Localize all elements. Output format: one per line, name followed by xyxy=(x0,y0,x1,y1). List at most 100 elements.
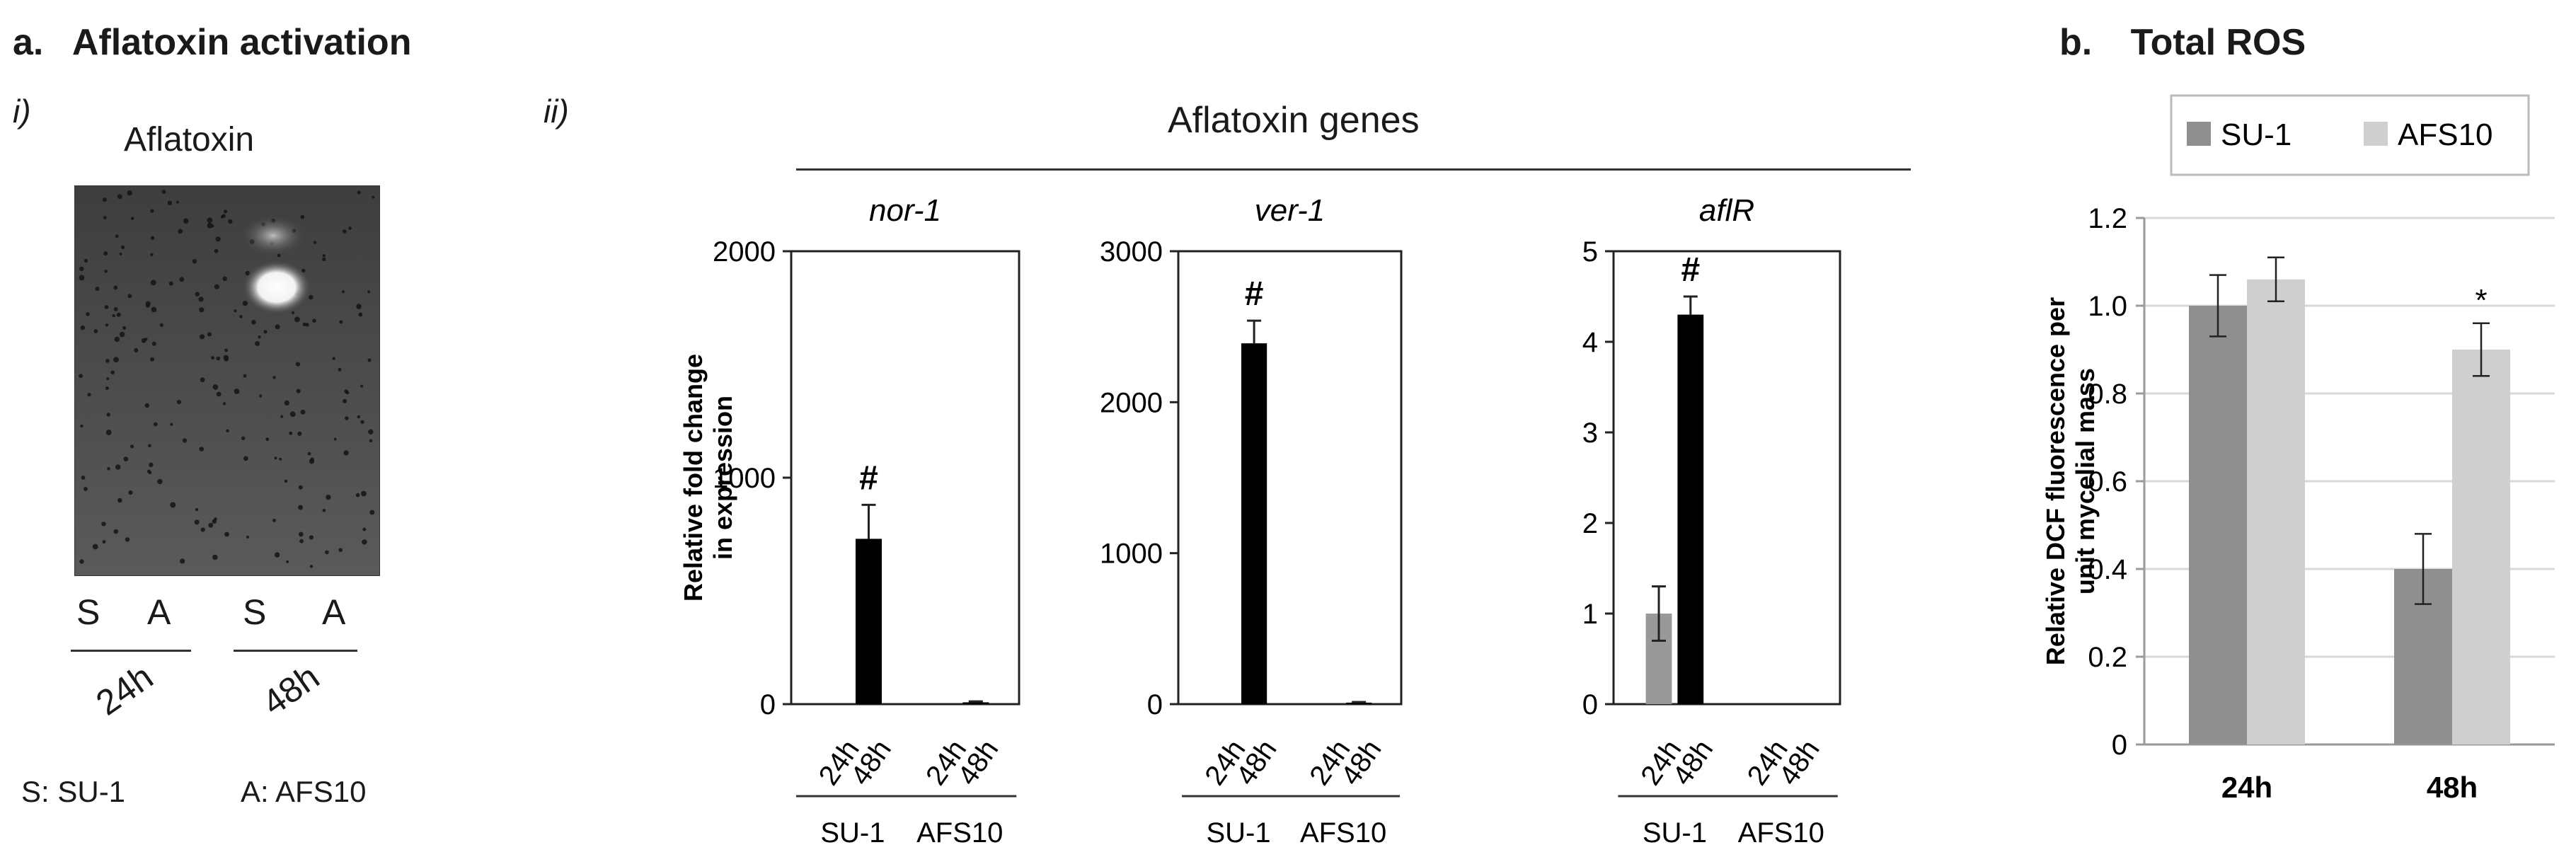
panel-a-letter: a. xyxy=(13,22,44,63)
divider-48h xyxy=(234,650,357,652)
panel-a-title: a. Aflatoxin activation xyxy=(13,21,411,64)
plate-dot xyxy=(226,429,229,433)
plate-dot xyxy=(298,531,304,537)
bar xyxy=(962,702,989,704)
plate-dot xyxy=(104,305,109,309)
plate-dot xyxy=(284,479,288,483)
bar xyxy=(855,539,882,704)
plate-dot xyxy=(338,367,342,372)
group-label: SU-1 xyxy=(820,817,885,849)
plate-dot xyxy=(295,362,301,367)
plate-dot xyxy=(272,518,276,522)
plate-dot xyxy=(212,554,218,560)
plate-dot xyxy=(234,309,237,313)
plate-dot xyxy=(358,312,363,317)
plate-dot xyxy=(345,416,349,420)
plate-dot xyxy=(117,194,122,200)
plate-dot xyxy=(272,376,276,379)
plate-dot xyxy=(195,292,200,297)
y-tick-label: 0 xyxy=(1582,689,1598,720)
plate-dot xyxy=(357,415,361,419)
y-tick-label: 0 xyxy=(1147,689,1163,720)
plate-dot xyxy=(224,348,228,352)
plate-dot xyxy=(79,266,84,271)
plate-dot xyxy=(198,297,204,302)
plate-dot xyxy=(80,424,84,428)
plate-dot xyxy=(134,347,139,352)
plate-dot xyxy=(279,457,282,461)
plate-dot xyxy=(182,438,188,443)
y-tick-label: 3000 xyxy=(1100,236,1163,268)
plate-dot xyxy=(123,456,129,461)
plate-dot xyxy=(130,444,134,449)
plate-dot xyxy=(151,341,156,346)
y-tick-label: 1.2 xyxy=(2088,203,2127,234)
sub-ii-label: ii) xyxy=(544,93,569,130)
plate-dot xyxy=(145,304,150,308)
plate-dot xyxy=(200,377,205,383)
plate-dot xyxy=(322,254,326,258)
bar xyxy=(2247,279,2305,744)
plate-dot xyxy=(368,429,374,435)
plate-dot xyxy=(125,537,130,542)
plate-dot xyxy=(284,400,289,406)
x-tick-label: 24h xyxy=(2221,771,2272,804)
plate-dot xyxy=(199,334,205,340)
plate-dot xyxy=(274,456,277,460)
plate-dot xyxy=(356,304,362,309)
plate-dot xyxy=(299,539,304,543)
plate-dot xyxy=(298,505,304,510)
plate-dot xyxy=(243,456,248,461)
plate-dot xyxy=(176,400,181,405)
plate-dot xyxy=(296,389,301,393)
plate-dot xyxy=(298,485,303,490)
plate-dot xyxy=(170,502,176,508)
plate-dot xyxy=(360,384,364,388)
plate-dot xyxy=(127,190,132,196)
y-tick-label: 5 xyxy=(1582,236,1598,268)
plate-dot xyxy=(151,306,157,313)
ros-ylabel: Relative DCF fluorescence perunit myceli… xyxy=(2041,297,2100,665)
ros-ylabel-line-1: Relative DCF fluorescence per xyxy=(2041,297,2070,665)
x-tick-label: 48h xyxy=(1667,735,1719,791)
significance-mark: # xyxy=(1681,251,1700,289)
plate-dot xyxy=(322,509,326,512)
gene-ylabel: Relative fold changein expression xyxy=(679,354,737,602)
plate-dot xyxy=(332,357,335,360)
x-tick-label: 48h xyxy=(845,735,897,791)
plate-dot xyxy=(116,312,121,317)
plate-dot xyxy=(105,359,110,363)
plate-dot xyxy=(81,476,86,480)
plate-dot xyxy=(297,431,302,436)
plate-dot xyxy=(275,324,280,330)
x-tick-label: 48h xyxy=(952,735,1004,791)
blot-title: Aflatoxin xyxy=(124,121,255,159)
y-tick-label: 1.0 xyxy=(2088,291,2127,322)
plate-dot xyxy=(113,529,119,534)
plate-dot xyxy=(309,535,314,540)
plate-dot xyxy=(84,258,88,263)
plate-dot xyxy=(92,543,98,550)
plate-dot xyxy=(144,403,149,408)
plate-dot xyxy=(265,437,270,442)
plot-frame xyxy=(1177,250,1403,706)
plate-dot xyxy=(289,411,296,418)
plate-dot xyxy=(239,315,243,318)
plate-dot xyxy=(103,216,107,219)
legend-swatch xyxy=(2364,122,2388,146)
plate-dot xyxy=(194,519,200,525)
plate-dot xyxy=(113,307,118,311)
plate-dot xyxy=(114,336,120,343)
plate-dot xyxy=(216,356,221,361)
plate-dot xyxy=(338,548,343,552)
plate-dot xyxy=(258,335,261,339)
group-label: AFS10 xyxy=(1300,817,1386,849)
plate-dot xyxy=(251,320,256,325)
plate-dot xyxy=(115,464,121,470)
y-tick-label: 0.8 xyxy=(2088,379,2127,410)
plate-dot xyxy=(179,277,185,282)
plate-dot xyxy=(195,507,199,512)
sub-i-label: i) xyxy=(13,93,31,130)
